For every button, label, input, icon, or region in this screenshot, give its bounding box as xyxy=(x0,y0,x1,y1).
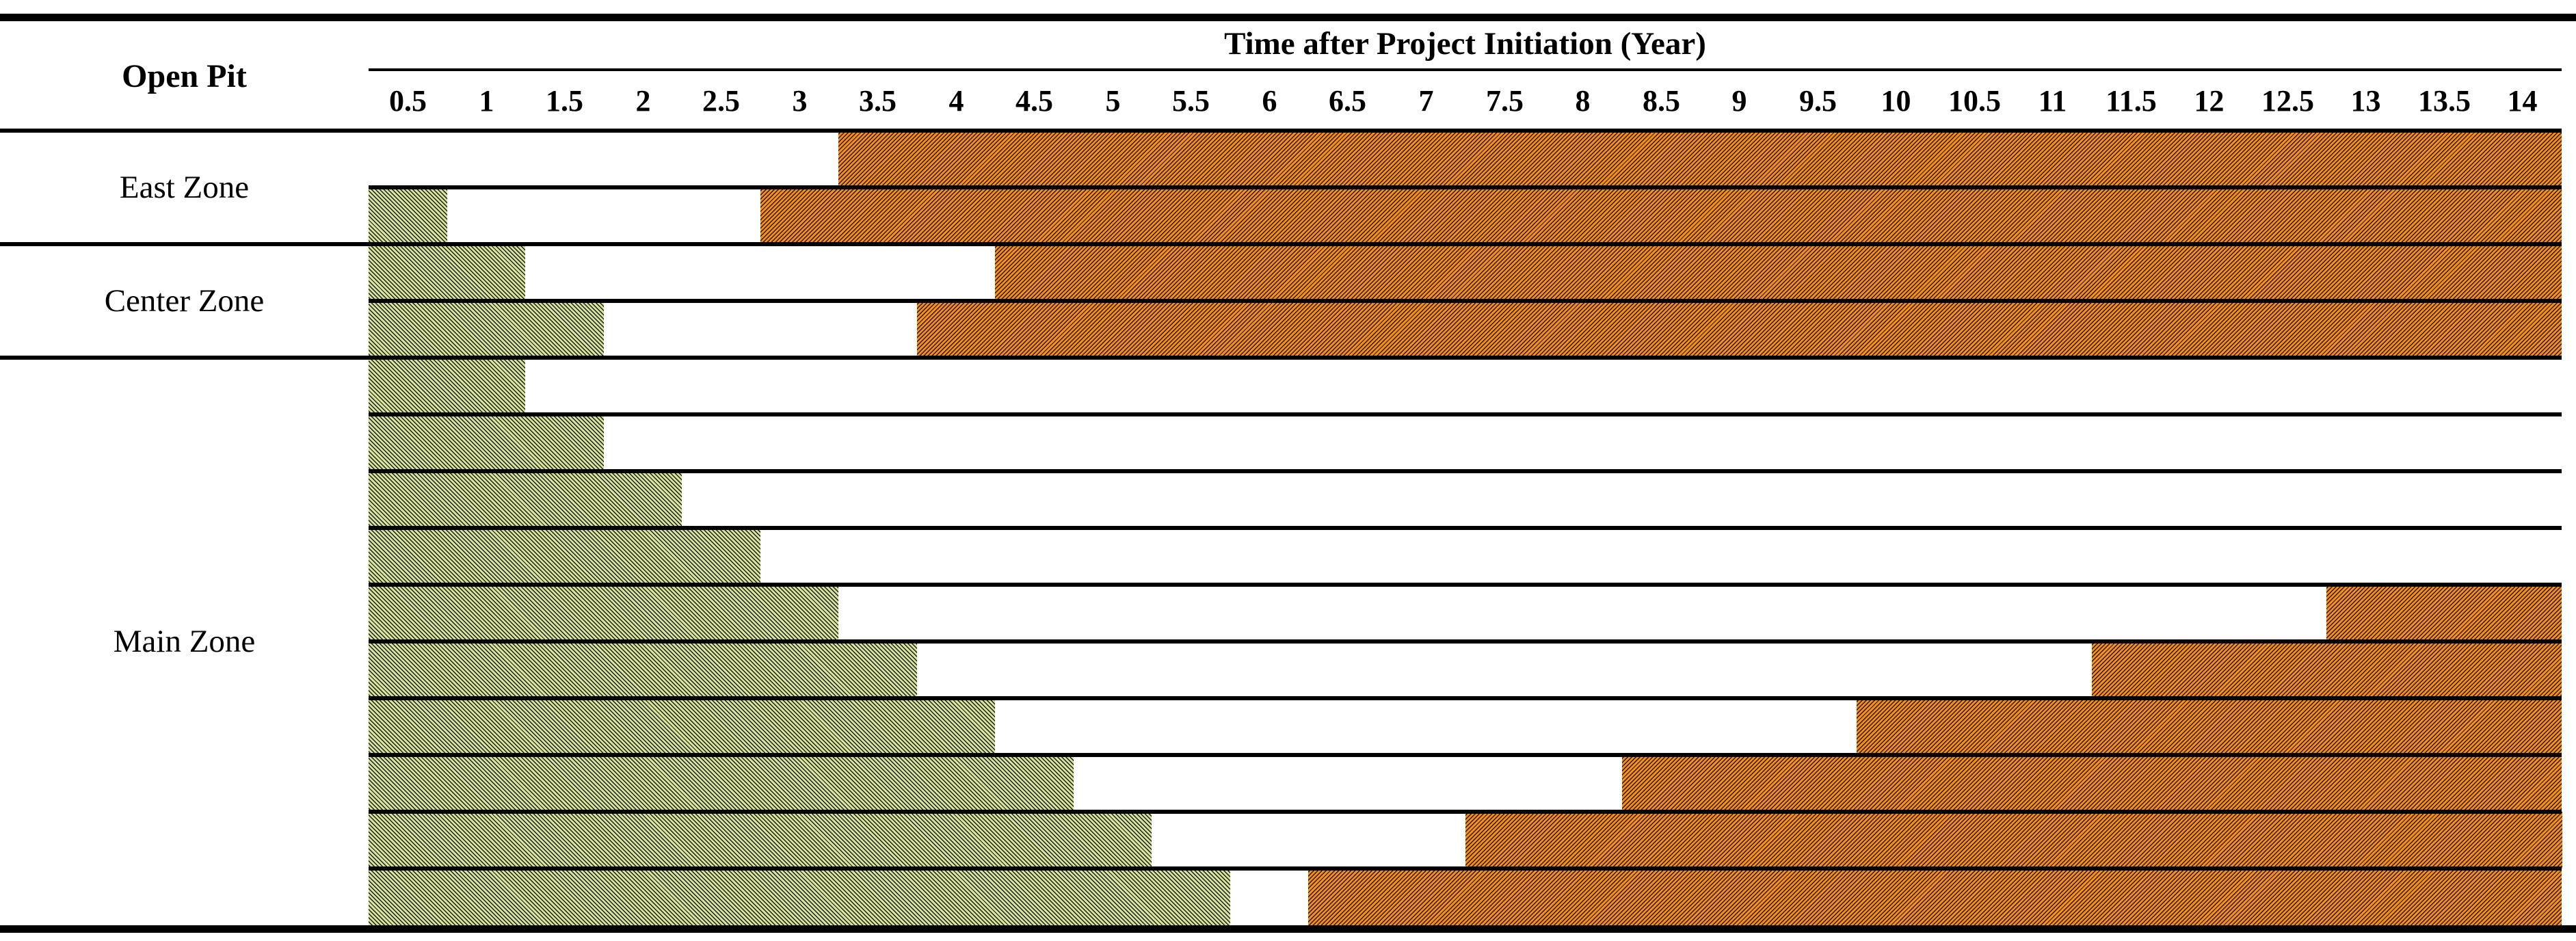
green-phase-bar xyxy=(369,187,447,244)
row-separator-line xyxy=(369,753,2562,757)
green-phase-bar xyxy=(369,414,604,471)
axis-title-underline xyxy=(369,68,2562,71)
axis-tick-label: 9.5 xyxy=(1799,84,1837,118)
table-top-border xyxy=(0,14,2576,21)
axis-tick-label: 6.5 xyxy=(1329,84,1366,118)
axis-tick-label: 8 xyxy=(1575,84,1591,118)
row-separator-line xyxy=(369,583,2562,587)
green-phase-bar xyxy=(369,244,525,301)
axis-title: Time after Project Initiation (Year) xyxy=(1224,26,1706,62)
row-separator-line xyxy=(369,866,2562,871)
axis-tick-label: 4 xyxy=(948,84,964,118)
orange-phase-bar xyxy=(838,131,2562,187)
zone-label: East Zone xyxy=(119,170,250,205)
green-phase-bar xyxy=(369,869,1230,925)
corner-label: Open Pit xyxy=(122,57,247,94)
axis-tick-label: 8.5 xyxy=(1643,84,1680,118)
orange-phase-bar xyxy=(760,187,2562,244)
row-separator-line xyxy=(369,469,2562,473)
axis-tick-label: 9 xyxy=(1731,84,1747,118)
orange-phase-bar xyxy=(2092,641,2562,698)
axis-tick-label: 1.5 xyxy=(546,84,583,118)
orange-phase-bar xyxy=(2326,585,2562,641)
orange-phase-bar xyxy=(1308,869,2562,925)
axis-tick-label: 7.5 xyxy=(1486,84,1524,118)
orange-phase-bar xyxy=(1857,698,2562,755)
row-separator-line xyxy=(369,412,2562,416)
axis-tick-label: 5 xyxy=(1105,84,1121,118)
axis-tick-label: 5.5 xyxy=(1172,84,1210,118)
green-phase-bar xyxy=(369,528,760,585)
green-phase-bar xyxy=(369,358,525,414)
row-separator-line xyxy=(369,639,2562,644)
axis-tick-label: 0.5 xyxy=(389,84,427,118)
green-phase-bar xyxy=(369,585,838,641)
group-separator-line xyxy=(0,356,2562,360)
axis-tick-label: 3.5 xyxy=(859,84,897,118)
row-separator-line xyxy=(369,810,2562,814)
axis-tick-label: 14 xyxy=(2507,84,2538,118)
axis-tick-label: 11.5 xyxy=(2106,84,2157,118)
row-separator-line xyxy=(369,526,2562,530)
axis-tick-label: 10.5 xyxy=(1948,84,2001,118)
axis-tick-label: 3 xyxy=(792,84,808,118)
axis-tick-label: 4.5 xyxy=(1015,84,1053,118)
orange-phase-bar xyxy=(995,244,2562,301)
row-separator-line xyxy=(369,696,2562,700)
green-phase-bar xyxy=(369,812,1152,869)
axis-tick-label: 2.5 xyxy=(702,84,740,118)
axis-tick-label: 12.5 xyxy=(2261,84,2314,118)
header-separator-line xyxy=(0,129,2562,133)
zone-label: Center Zone xyxy=(104,283,265,319)
green-phase-bar xyxy=(369,471,682,528)
table-bottom-border xyxy=(0,925,2576,933)
axis-tick-label: 11 xyxy=(2038,84,2067,118)
zone-label: Main Zone xyxy=(113,624,256,659)
row-separator-line xyxy=(369,299,2562,303)
green-phase-bar xyxy=(369,755,1074,812)
axis-tick-label: 6 xyxy=(1262,84,1277,118)
group-separator-line xyxy=(0,242,2562,246)
green-phase-bar xyxy=(369,698,995,755)
orange-phase-bar xyxy=(917,301,2562,358)
axis-tick-label: 7 xyxy=(1418,84,1434,118)
axis-tick-label: 12 xyxy=(2194,84,2225,118)
green-phase-bar xyxy=(369,301,604,358)
axis-tick-label: 10 xyxy=(1881,84,1911,118)
green-phase-bar xyxy=(369,641,917,698)
orange-phase-bar xyxy=(1465,812,2562,869)
axis-tick-label: 1 xyxy=(479,84,494,118)
axis-tick-label: 13 xyxy=(2350,84,2381,118)
row-separator-line xyxy=(369,185,2562,189)
axis-tick-label: 2 xyxy=(635,84,651,118)
axis-tick-label: 13.5 xyxy=(2418,84,2471,118)
orange-phase-bar xyxy=(1622,755,2562,812)
